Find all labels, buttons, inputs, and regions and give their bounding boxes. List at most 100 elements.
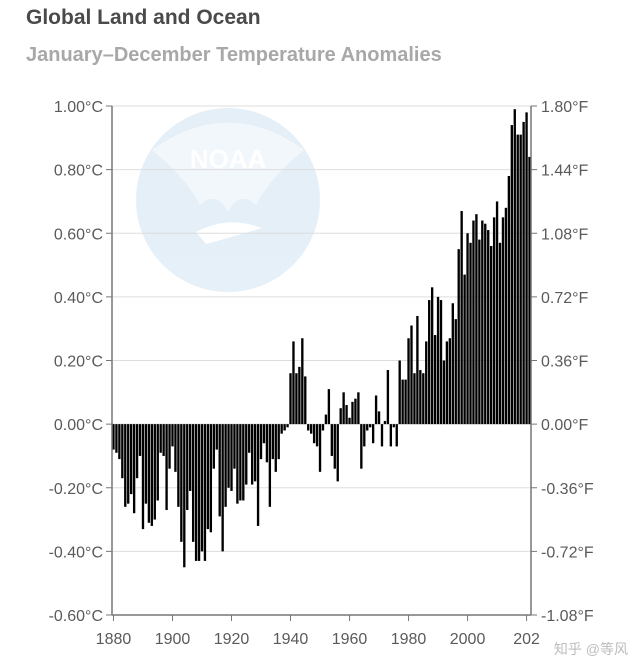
bar-1898	[165, 424, 168, 511]
bar-1993	[445, 341, 449, 425]
bar-1930	[259, 424, 263, 460]
bar-2021	[528, 156, 531, 425]
bar-1956	[336, 424, 339, 482]
bar-1899	[168, 424, 171, 469]
bar-1912	[206, 424, 210, 530]
bar-1927	[250, 424, 254, 485]
bar-1892	[147, 424, 151, 523]
bar-1900	[171, 424, 174, 447]
y-tick-label-right: 0.00°F	[541, 417, 589, 434]
bar-1948	[312, 424, 316, 444]
bar-1907	[191, 424, 195, 542]
bar-1931	[262, 424, 266, 444]
y-tick-label-right: -0.72°F	[541, 544, 594, 561]
bar-1979	[404, 379, 407, 425]
y-tick-label-left: 0.00°C	[54, 417, 103, 434]
bar-1989	[433, 335, 437, 425]
x-tick-label: 2000	[450, 631, 486, 648]
bar-1901	[174, 424, 177, 472]
bar-1945	[304, 376, 307, 425]
bar-2004	[478, 239, 481, 425]
bar-1973	[386, 370, 390, 425]
bar-1959	[345, 405, 348, 425]
bar-1893	[150, 424, 154, 526]
bar-1932	[265, 424, 269, 463]
bar-2002	[472, 220, 475, 425]
bar-2003	[475, 214, 478, 425]
bar-1977	[398, 360, 401, 425]
bar-2009	[492, 217, 496, 425]
bar-2013	[504, 207, 508, 425]
bar-1951	[321, 424, 325, 431]
bar-1938	[283, 424, 286, 431]
bar-1991	[439, 300, 443, 425]
bar-1880	[112, 424, 115, 450]
y-axis-right-ticks: 1.80°F 1.44°F 1.08°F 0.72°F 0.36°F 0.00°F -0.3…	[541, 99, 594, 625]
y-tick-label-left: 0.60°C	[54, 226, 103, 243]
y-tick-label-right: 0.36°F	[541, 354, 589, 371]
y-axis-left-ticks: 1.00°C 0.80°C 0.60°C 0.40°C 0.20°C 0.00°C -0.2…	[49, 99, 103, 625]
bar-1926	[248, 424, 251, 453]
x-tick-label: 1920	[214, 631, 250, 648]
y-tick-label-left: 0.20°C	[54, 354, 103, 371]
chart-bars	[112, 109, 531, 568]
bar-2008	[489, 245, 493, 425]
bar-1941	[292, 341, 295, 425]
bar-2014	[507, 175, 511, 425]
bar-1917	[221, 424, 224, 552]
bar-1988	[430, 287, 434, 425]
bar-1967	[369, 424, 372, 428]
bar-1936	[277, 424, 280, 460]
bar-1882	[118, 424, 121, 460]
x-tick-label: 1900	[155, 631, 191, 648]
bar-1937	[280, 424, 283, 434]
bar-1890	[141, 424, 145, 530]
bar-1943	[298, 366, 301, 425]
bar-2010	[495, 201, 499, 425]
bar-1925	[245, 424, 248, 485]
bar-1981	[410, 325, 413, 425]
bar-1990	[436, 296, 440, 425]
bar-1914	[212, 424, 215, 469]
bar-1963	[357, 392, 360, 425]
bar-1935	[274, 424, 277, 472]
bar-2005	[481, 220, 484, 425]
bar-1916	[218, 424, 221, 517]
y-tick-label-left: 0.40°C	[54, 290, 103, 307]
y-tick-label-right: 0.72°F	[541, 290, 589, 307]
chart-axes	[106, 105, 537, 621]
bar-1896	[159, 424, 162, 453]
y-tick-label-right: -0.36°F	[541, 481, 594, 498]
bar-2015	[510, 125, 513, 425]
bar-1920	[230, 424, 233, 491]
bar-2007	[487, 230, 490, 425]
bar-1983	[416, 315, 419, 425]
bar-1940	[289, 373, 292, 425]
bar-1915	[215, 424, 218, 450]
bar-1947	[309, 424, 313, 434]
bar-1918	[224, 424, 227, 507]
bar-1922	[236, 424, 239, 504]
x-axis-ticks: 1880 1900 1920 1940 1960 1980 2000 202	[96, 631, 540, 648]
bar-1889	[138, 424, 142, 456]
bar-1950	[318, 424, 322, 472]
bar-1986	[425, 341, 428, 425]
bar-1942	[295, 373, 298, 425]
bar-1996	[454, 319, 457, 425]
bar-1958	[342, 392, 345, 425]
bar-2017	[516, 134, 519, 425]
y-tick-label-left: 1.00°C	[54, 99, 103, 116]
bar-1924	[242, 424, 245, 501]
bar-1978	[401, 379, 404, 425]
bar-2006	[484, 223, 487, 425]
bar-1997	[457, 249, 460, 425]
bar-2018	[519, 134, 522, 425]
bar-1998	[460, 210, 463, 425]
bar-1921	[233, 424, 236, 469]
bar-1891	[144, 424, 148, 504]
bar-1957	[339, 408, 342, 425]
y-tick-label-left: -0.60°C	[49, 608, 103, 625]
y-tick-label-left: -0.20°C	[49, 481, 103, 498]
bar-1929	[256, 424, 260, 526]
y-tick-label-right: 1.44°F	[541, 163, 589, 180]
